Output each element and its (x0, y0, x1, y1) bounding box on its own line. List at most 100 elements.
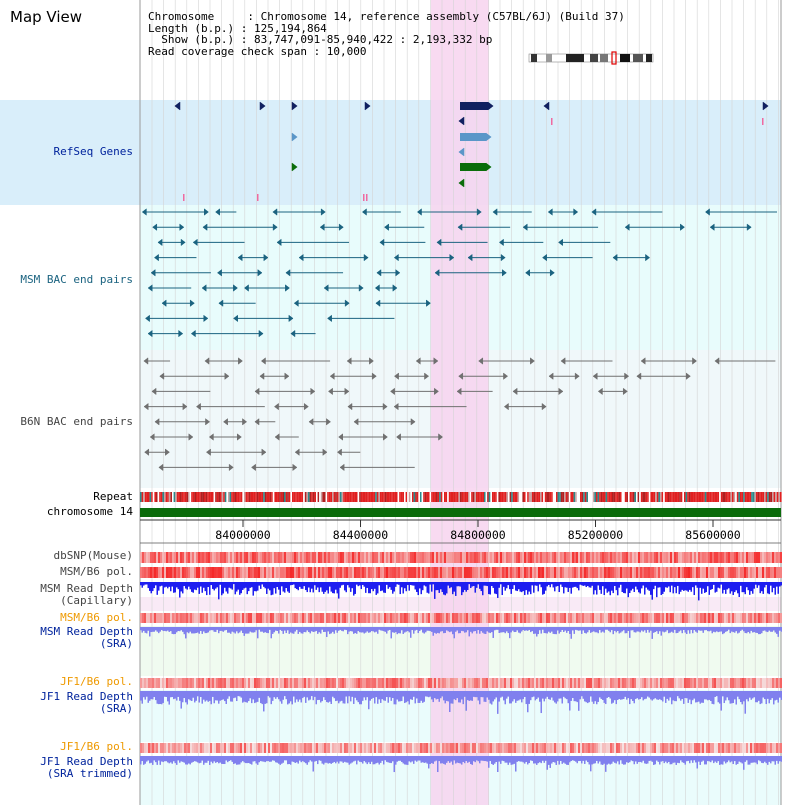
jf1-b6-pol-heat-cell (404, 678, 406, 688)
dbsnp-heat-cell (516, 552, 518, 563)
msm-depth-capillary-bar (482, 582, 484, 596)
msm-depth-sra-bar (332, 627, 334, 632)
msm-b6-pol-heat-cell (222, 567, 224, 578)
repeat-segment (642, 492, 644, 502)
msm-depth-sra-bar (374, 627, 376, 633)
track-label-msm-depth-sra[interactable]: MSM Read Depth (SRA) (40, 625, 133, 650)
msm-depth-capillary-bar (761, 582, 763, 592)
msm-depth-capillary-bar (633, 582, 635, 593)
msm-depth-sra-bar (587, 627, 589, 633)
repeat-segment (528, 492, 531, 502)
track-label-b6n-bac[interactable]: B6N BAC end pairs (20, 415, 133, 428)
repeat-segment (597, 492, 600, 502)
jf1-depth-trimmed-bar (333, 756, 335, 762)
jf1-b6-pol2-heat-cell (522, 743, 524, 753)
dbsnp-heat-cell (674, 552, 676, 563)
repeat-segment (308, 492, 310, 502)
jf1-b6-pol-heat-cell (626, 678, 628, 688)
msm-depth-sra-bar (737, 627, 739, 634)
jf1-b6-pol-heat-cell (232, 678, 234, 688)
msm-b6-pol-heat-cell (698, 567, 700, 578)
msm-b6-pol-heat-cell (406, 567, 408, 578)
track-label-dbsnp[interactable]: dbSNP(Mouse) (53, 549, 133, 562)
jf1-b6-pol2-heat-cell (512, 743, 514, 753)
msm-b6-pol2-heat-cell (302, 613, 304, 623)
jf1-depth-trimmed-bar (404, 756, 406, 765)
msm-b6-pol-heat-cell (780, 567, 782, 578)
jf1-depth-trimmed-bar (752, 756, 754, 763)
dbsnp-heat-cell (726, 552, 728, 563)
dbsnp-heat-cell (696, 552, 698, 563)
track-label-msm-b6-pol[interactable]: MSM/B6 pol. (60, 565, 133, 578)
track-label-jf1-depth-sra[interactable]: JF1 Read Depth (SRA) (40, 690, 133, 715)
msm-b6-pol-heat-cell (630, 567, 632, 578)
jf1-b6-pol-heat-cell (378, 678, 380, 688)
msm-b6-pol-heat-cell (506, 567, 508, 578)
msm-bac-pair-arrow (500, 253, 506, 262)
track-label-jf1-b6-pol-2[interactable]: JF1/B6 pol. (60, 740, 133, 753)
jf1-depth-sra-bar (356, 691, 358, 701)
jf1-b6-pol2-heat-cell (528, 743, 530, 753)
jf1-b6-pol-heat-cell (204, 678, 206, 688)
msm-depth-sra-bar (659, 627, 661, 632)
jf1-b6-pol-heat-cell (366, 678, 368, 688)
msm-depth-sra-bar (755, 627, 757, 633)
dbsnp-heat-cell (390, 552, 392, 563)
jf1-depth-sra-bar (513, 691, 515, 700)
repeat-segment (756, 492, 758, 502)
jf1-b6-pol-heat-cell (492, 678, 494, 688)
jf1-depth-sra-bar (650, 691, 652, 700)
jf1-depth-trimmed-bar (570, 756, 572, 762)
msm-b6-pol2-heat-cell (650, 613, 652, 623)
jf1-b6-pol2-heat-cell (726, 743, 728, 753)
jf1-depth-sra-bar (284, 691, 286, 697)
track-label-jf1-depth-trimmed[interactable]: JF1 Read Depth (SRA trimmed) (40, 755, 133, 780)
repeat-segment (692, 492, 694, 502)
repeat-segment (292, 492, 294, 502)
jf1-depth-trimmed-bar (477, 756, 479, 762)
repeat-segment (402, 492, 404, 502)
jf1-b6-pol-heat-cell (156, 678, 158, 688)
msm-depth-sra-bar (174, 627, 176, 635)
repeat-segment (746, 492, 748, 502)
repeat-segment (279, 492, 281, 502)
repeat-segment (674, 492, 676, 502)
jf1-b6-pol-heat-cell (392, 678, 394, 688)
repeat-segment (231, 492, 233, 502)
track-label-msm-depth-capillary[interactable]: MSM Read Depth (Capillary) (40, 582, 133, 607)
jf1-b6-pol-heat-cell (526, 678, 528, 688)
msm-bac-pair-arrow (434, 269, 440, 277)
track-label-msm-b6-pol-2[interactable]: MSM/B6 pol. (60, 611, 133, 624)
jf1-depth-sra-bar (582, 691, 584, 699)
jf1-b6-pol-heat-cell (240, 678, 242, 688)
msm-b6-pol-heat-cell (162, 567, 164, 578)
jf1-b6-pol2-heat-cell (706, 743, 708, 753)
repeat-segment (284, 492, 286, 502)
jf1-depth-sra-bar (444, 691, 446, 704)
jf1-b6-pol2-heat-cell (198, 743, 200, 753)
jf1-depth-sra-bar (627, 691, 629, 699)
dbsnp-heat-cell (660, 552, 662, 563)
jf1-b6-pol2-heat-cell (312, 743, 314, 753)
track-label-refseq-genes[interactable]: RefSeq Genes (53, 145, 133, 158)
msm-b6-pol2-heat-cell (212, 613, 214, 623)
jf1-b6-pol2-heat-cell (744, 743, 746, 753)
jf1-depth-trimmed-bar (708, 756, 710, 762)
msm-b6-pol-heat-cell (578, 567, 580, 578)
jf1-b6-pol-heat-cell (568, 678, 570, 688)
msm-depth-sra-bar (288, 627, 290, 634)
track-label-msm-bac[interactable]: MSM BAC end pairs (20, 273, 133, 286)
jf1-depth-trimmed-bar (549, 756, 551, 768)
msm-b6-pol2-heat-cell (692, 613, 694, 623)
jf1-b6-pol-heat-cell (680, 678, 682, 688)
msm-b6-pol2-heat-cell (328, 613, 330, 623)
jf1-depth-sra-bar (740, 691, 742, 703)
msm-b6-pol-heat-cell (236, 567, 238, 578)
repeat-segment (509, 492, 512, 502)
track-label-jf1-b6-pol[interactable]: JF1/B6 pol. (60, 675, 133, 688)
track-label-chromosome[interactable]: chromosome 14 (46, 505, 133, 518)
msm-b6-pol-heat-cell (592, 567, 594, 578)
jf1-depth-trimmed-bar (516, 756, 518, 762)
track-label-repeat[interactable]: Repeat (93, 490, 133, 503)
